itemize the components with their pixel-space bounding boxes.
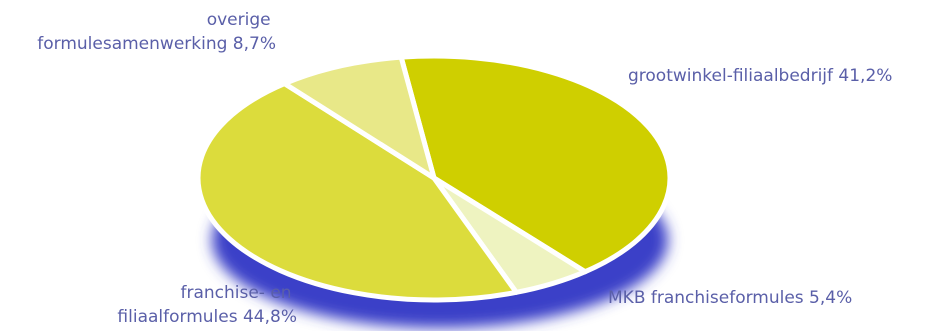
- slice-grootwinkel: [398, 53, 673, 275]
- label-overige: overige formulesamenwerking 8,7%: [37, 10, 276, 54]
- slice-franchise: [195, 81, 519, 303]
- label-grootwinkel: grootwinkel-filiaalbedrijf 41,2%: [628, 66, 892, 86]
- label-franchise: franchise- en filiaalformules 44,8%: [117, 283, 297, 327]
- slice-overige: [282, 54, 437, 181]
- label-mkb: MKB franchiseformules 5,4%: [608, 288, 852, 308]
